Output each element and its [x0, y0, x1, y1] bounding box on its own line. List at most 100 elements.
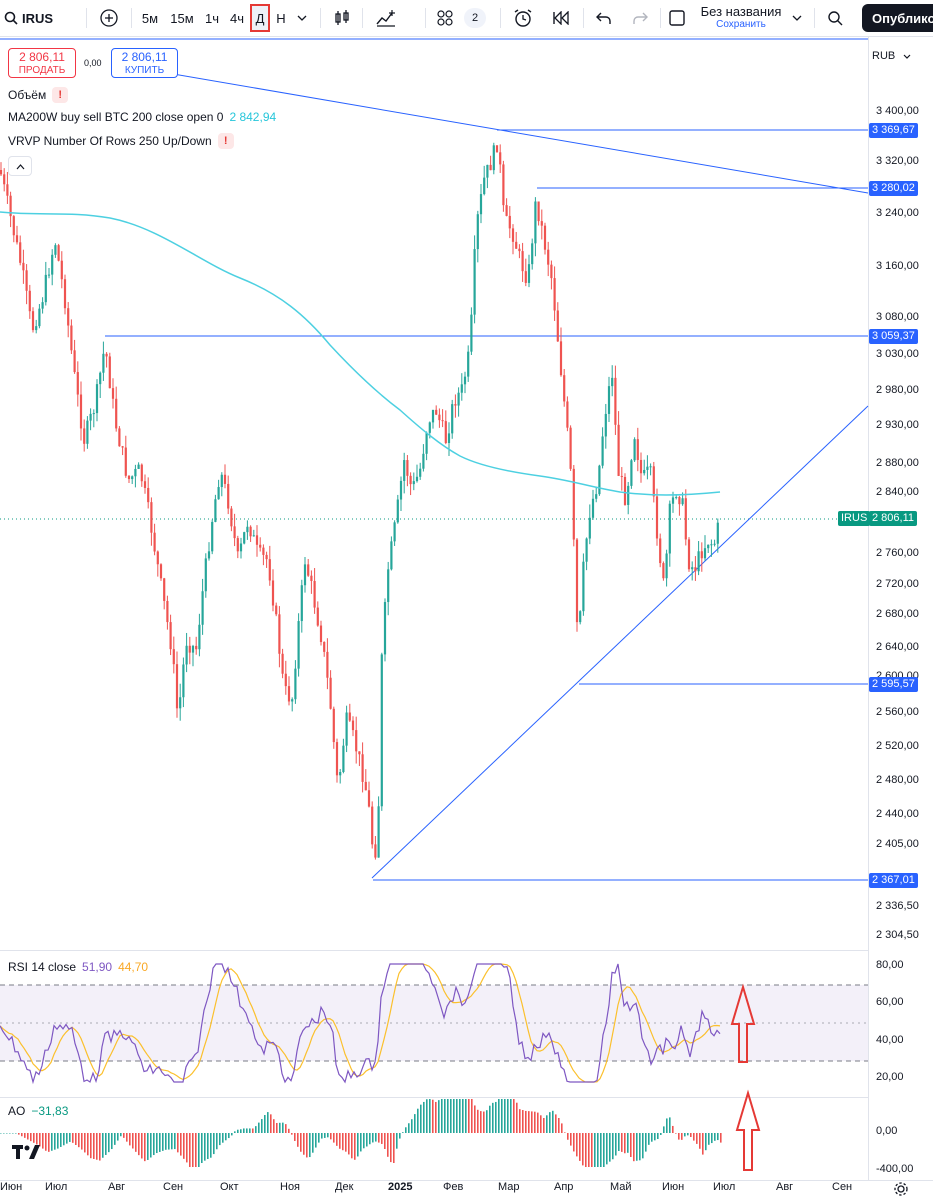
- ao-bar: [117, 1133, 119, 1141]
- interval-1h[interactable]: 1ч: [204, 10, 219, 26]
- search-icon: [827, 10, 843, 26]
- currency-selector[interactable]: RUB: [872, 46, 926, 66]
- sell-button[interactable]: 2 806,11 ПРОДАТЬ: [8, 48, 76, 78]
- chart-type-button[interactable]: [330, 0, 354, 36]
- candle-body: [54, 245, 57, 255]
- level-price-tag[interactable]: 2 367,01: [869, 873, 918, 888]
- indicators-button[interactable]: [372, 0, 400, 36]
- buy-button[interactable]: 2 806,11 КУПИТЬ: [111, 48, 178, 78]
- interval-5m[interactable]: 5м: [141, 10, 159, 26]
- candle-body: [153, 532, 156, 552]
- ao-bar: [447, 1099, 449, 1133]
- quick-search-button[interactable]: [822, 0, 848, 36]
- symbol-search[interactable]: IRUS: [4, 0, 74, 36]
- price-tick: 2 640,00: [876, 641, 919, 653]
- ma-legend[interactable]: MA200W buy sell BTC 200 close open 0 2 8…: [8, 110, 276, 124]
- ao-bar: [675, 1133, 677, 1134]
- ao-bar: [3, 1133, 5, 1134]
- interval-4h[interactable]: 4ч: [229, 10, 244, 26]
- ao-bar: [567, 1133, 569, 1140]
- ao-bar: [45, 1133, 47, 1151]
- candle-body: [259, 544, 262, 548]
- ao-bar: [426, 1099, 428, 1133]
- interval-15m[interactable]: 15м: [170, 10, 194, 26]
- chevron-up-icon: [16, 157, 25, 175]
- ao-bar: [555, 1114, 557, 1133]
- interval-week[interactable]: Н: [276, 10, 286, 26]
- ao-bar: [129, 1133, 131, 1146]
- candle-body: [678, 497, 681, 505]
- candle-body: [502, 164, 505, 206]
- candle-body: [31, 311, 35, 331]
- time-tick: Май: [610, 1181, 632, 1193]
- candle-body: [214, 499, 217, 522]
- layout-name-button[interactable]: Без названия Сохранить: [696, 0, 786, 36]
- rsi-tick: 40,00: [876, 1034, 904, 1046]
- ao-legend[interactable]: AO −31,83: [8, 1104, 68, 1118]
- candle-body: [511, 228, 515, 242]
- ao-bar: [534, 1111, 536, 1133]
- rsi-legend[interactable]: RSI 14 close 51,90 44,70: [8, 960, 148, 974]
- alarm-clock-icon: [513, 8, 533, 28]
- warning-icon[interactable]: !: [217, 133, 234, 149]
- ao-bar: [597, 1133, 599, 1167]
- ao-bar: [528, 1111, 530, 1133]
- undo-button[interactable]: [592, 0, 616, 36]
- ao-bar: [624, 1133, 626, 1154]
- ascending-trendline[interactable]: [371, 405, 869, 879]
- ao-bar: [354, 1133, 356, 1160]
- add-symbol-button[interactable]: [96, 0, 122, 36]
- templates-button[interactable]: [434, 0, 456, 36]
- level-price-tag[interactable]: 3 059,37: [869, 329, 918, 344]
- ao-bar: [9, 1133, 11, 1134]
- level-price-tag[interactable]: 2 595,57: [869, 677, 918, 692]
- buy-label: КУПИТЬ: [124, 65, 165, 76]
- ao-bar: [21, 1133, 23, 1137]
- candle-body: [179, 697, 182, 709]
- ao-bar: [216, 1133, 218, 1150]
- red-up-arrow-rsi: [730, 983, 756, 1063]
- vrvp-label: VRVP Number Of Rows 250 Up/Down: [8, 134, 212, 148]
- publish-button[interactable]: Опублико: [862, 4, 933, 32]
- ao-bar: [687, 1133, 689, 1136]
- volume-legend[interactable]: Объём !: [8, 87, 69, 103]
- candle-body: [393, 522, 396, 542]
- candle-body: [527, 264, 531, 283]
- interval-day[interactable]: Д: [250, 4, 270, 32]
- ao-bar: [474, 1105, 476, 1133]
- vrvp-legend[interactable]: VRVP Number Of Rows 250 Up/Down !: [8, 133, 234, 149]
- level-price-tag[interactable]: 3 280,02: [869, 181, 918, 196]
- candle-body: [73, 350, 76, 373]
- candle-body: [41, 302, 44, 309]
- collapse-legend-button[interactable]: [8, 156, 32, 176]
- candle-body: [198, 624, 201, 650]
- tradingview-logo[interactable]: [12, 1143, 42, 1166]
- price-tick: 3 030,00: [876, 348, 919, 360]
- candle-body: [44, 274, 47, 303]
- ao-bar: [33, 1133, 35, 1143]
- time-tick: Авг: [776, 1181, 794, 1193]
- candle-body: [572, 468, 575, 540]
- interval-dropdown[interactable]: [293, 0, 311, 36]
- candle-body: [188, 645, 191, 653]
- descending-trendline[interactable]: [149, 69, 869, 194]
- level-price-tag[interactable]: 3 369,67: [869, 123, 918, 138]
- ao-bar: [510, 1099, 512, 1133]
- alert-button[interactable]: [510, 0, 536, 36]
- candle-body: [470, 314, 473, 352]
- ao-bar: [189, 1133, 191, 1167]
- ao-bar: [357, 1133, 359, 1157]
- settings-button[interactable]: [893, 1181, 911, 1199]
- layout-dropdown[interactable]: [788, 0, 806, 36]
- ao-bar: [543, 1118, 545, 1133]
- price-chart[interactable]: [0, 37, 933, 1200]
- candle-body: [566, 401, 569, 428]
- buy-price: 2 806,11: [121, 50, 168, 64]
- candle-body: [92, 413, 95, 415]
- replay-button[interactable]: [548, 0, 574, 36]
- fullscreen-button[interactable]: [665, 0, 689, 36]
- redo-button[interactable]: [628, 0, 652, 36]
- ao-bar: [618, 1133, 620, 1151]
- warning-icon[interactable]: !: [52, 87, 69, 103]
- ao-bar: [540, 1115, 542, 1133]
